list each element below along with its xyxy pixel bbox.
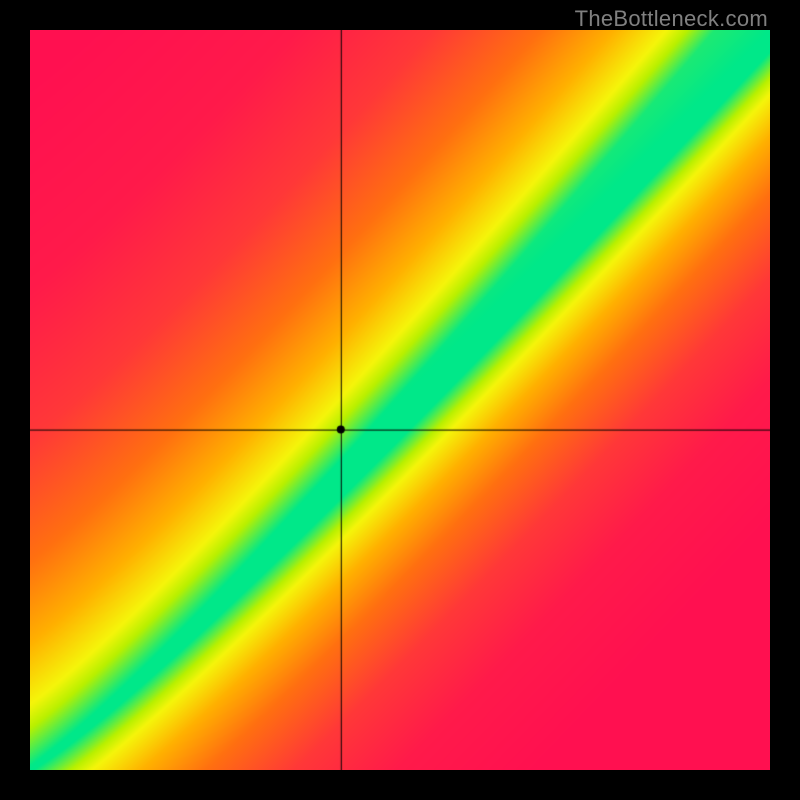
watermark-text: TheBottleneck.com xyxy=(575,6,768,32)
heatmap-canvas xyxy=(30,30,770,770)
heatmap-chart xyxy=(30,30,770,770)
